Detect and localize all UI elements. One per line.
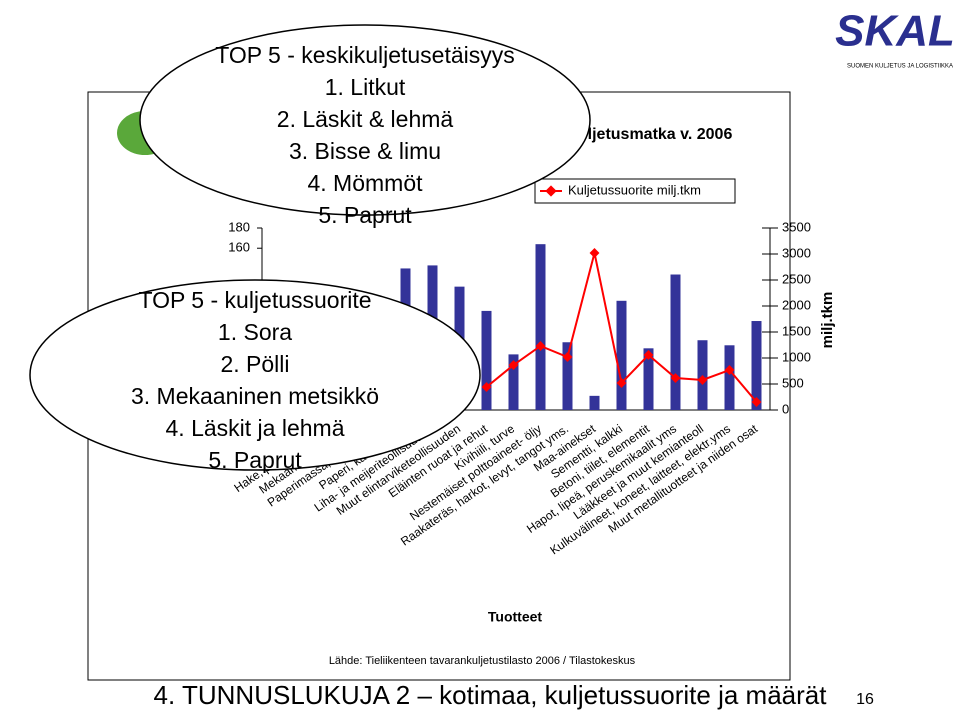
- y2-tick-label: 3500: [782, 219, 811, 234]
- x-axis-title: Tuotteet: [488, 609, 543, 625]
- y-tick-label: 180: [228, 219, 250, 234]
- bar: [643, 348, 654, 410]
- line-marker: [508, 360, 519, 370]
- line-marker: [751, 397, 762, 407]
- chart-title: ljetusmatka v. 2006: [588, 126, 733, 143]
- callout-item: 1. Litkut: [325, 74, 406, 100]
- callout-item: 5. Paprut: [208, 447, 302, 473]
- y2-tick-label: 2000: [782, 297, 811, 312]
- logo: SKAL: [835, 7, 955, 56]
- bar: [562, 342, 573, 410]
- bar: [481, 310, 492, 410]
- y2-tick-label: 1500: [782, 323, 811, 338]
- y2-axis-title: milj.tkm: [819, 292, 836, 349]
- callout-item: 2. Läskit & lehmä: [277, 106, 454, 132]
- line-marker: [616, 378, 627, 388]
- bar: [724, 345, 735, 410]
- callout-item: 4. Läskit ja lehmä: [166, 415, 345, 441]
- source: Lähde: Tieliikenteen tavarankuljetustila…: [329, 655, 636, 667]
- bar: [670, 274, 681, 410]
- line-marker: [589, 248, 600, 258]
- y2-tick-label: 3000: [782, 245, 811, 260]
- callout-item: 3. Mekaaninen metsikkö: [131, 383, 379, 409]
- line-marker: [562, 352, 573, 362]
- legend-box: [534, 178, 736, 204]
- callout-item: 4. Mömmöt: [307, 170, 423, 196]
- y2-tick-label: 500: [782, 375, 804, 390]
- callout-title: TOP 5 - kuljetussuorite: [138, 287, 371, 313]
- y2-tick-label: 1000: [782, 349, 811, 364]
- footer-title: 4. TUNNUSLUKUJA 2 – kotimaa, kuljetussuo…: [154, 680, 828, 710]
- bar: [535, 244, 546, 410]
- legend-label: Kuljetussuorite milj.tkm: [568, 182, 701, 197]
- callout-title: TOP 5 - keskikuljetusetäisyys: [215, 42, 515, 68]
- line-marker: [670, 373, 681, 383]
- callout: [29, 279, 481, 471]
- y-tick-label: 160: [228, 240, 250, 255]
- line-marker: [481, 382, 492, 392]
- line-marker: [724, 365, 735, 375]
- y2-tick-label: 2500: [782, 271, 811, 286]
- bar: [508, 354, 519, 410]
- line-marker: [643, 350, 654, 360]
- callout-item: 5. Paprut: [318, 202, 412, 228]
- bar: [616, 300, 627, 410]
- callout: [139, 24, 591, 216]
- callout-item: 2. Pölli: [220, 351, 289, 377]
- y2-tick-label: 0: [782, 401, 789, 416]
- callout-item: 3. Bisse & limu: [289, 138, 441, 164]
- line-marker: [697, 375, 708, 385]
- bar: [589, 395, 600, 410]
- legend-marker: [545, 185, 557, 197]
- line-marker: [535, 341, 546, 351]
- bar: [751, 321, 762, 410]
- logo-tagline: SUOMEN KULJETUS JA LOGISTIIKKA: [847, 64, 953, 70]
- callout-item: 1. Sora: [218, 319, 292, 345]
- page-number: 16: [856, 691, 874, 708]
